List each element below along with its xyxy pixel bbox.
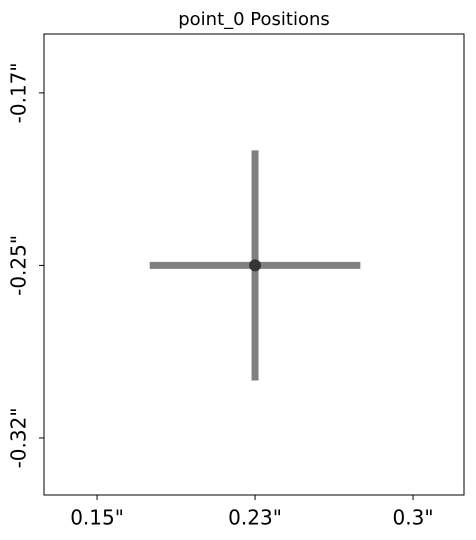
y-tick-label: -0.25": [7, 235, 31, 296]
x-tick-label: 0.3": [393, 506, 434, 530]
x-tick-label: 0.15": [70, 506, 124, 530]
y-tick-label: -0.17": [7, 62, 31, 123]
y-tick-label: -0.32": [7, 407, 31, 468]
plot-frame: [43, 33, 465, 496]
x-tick-label: 0.23": [228, 506, 282, 530]
chart-title: point_0 Positions: [178, 9, 330, 30]
point: [249, 259, 262, 272]
